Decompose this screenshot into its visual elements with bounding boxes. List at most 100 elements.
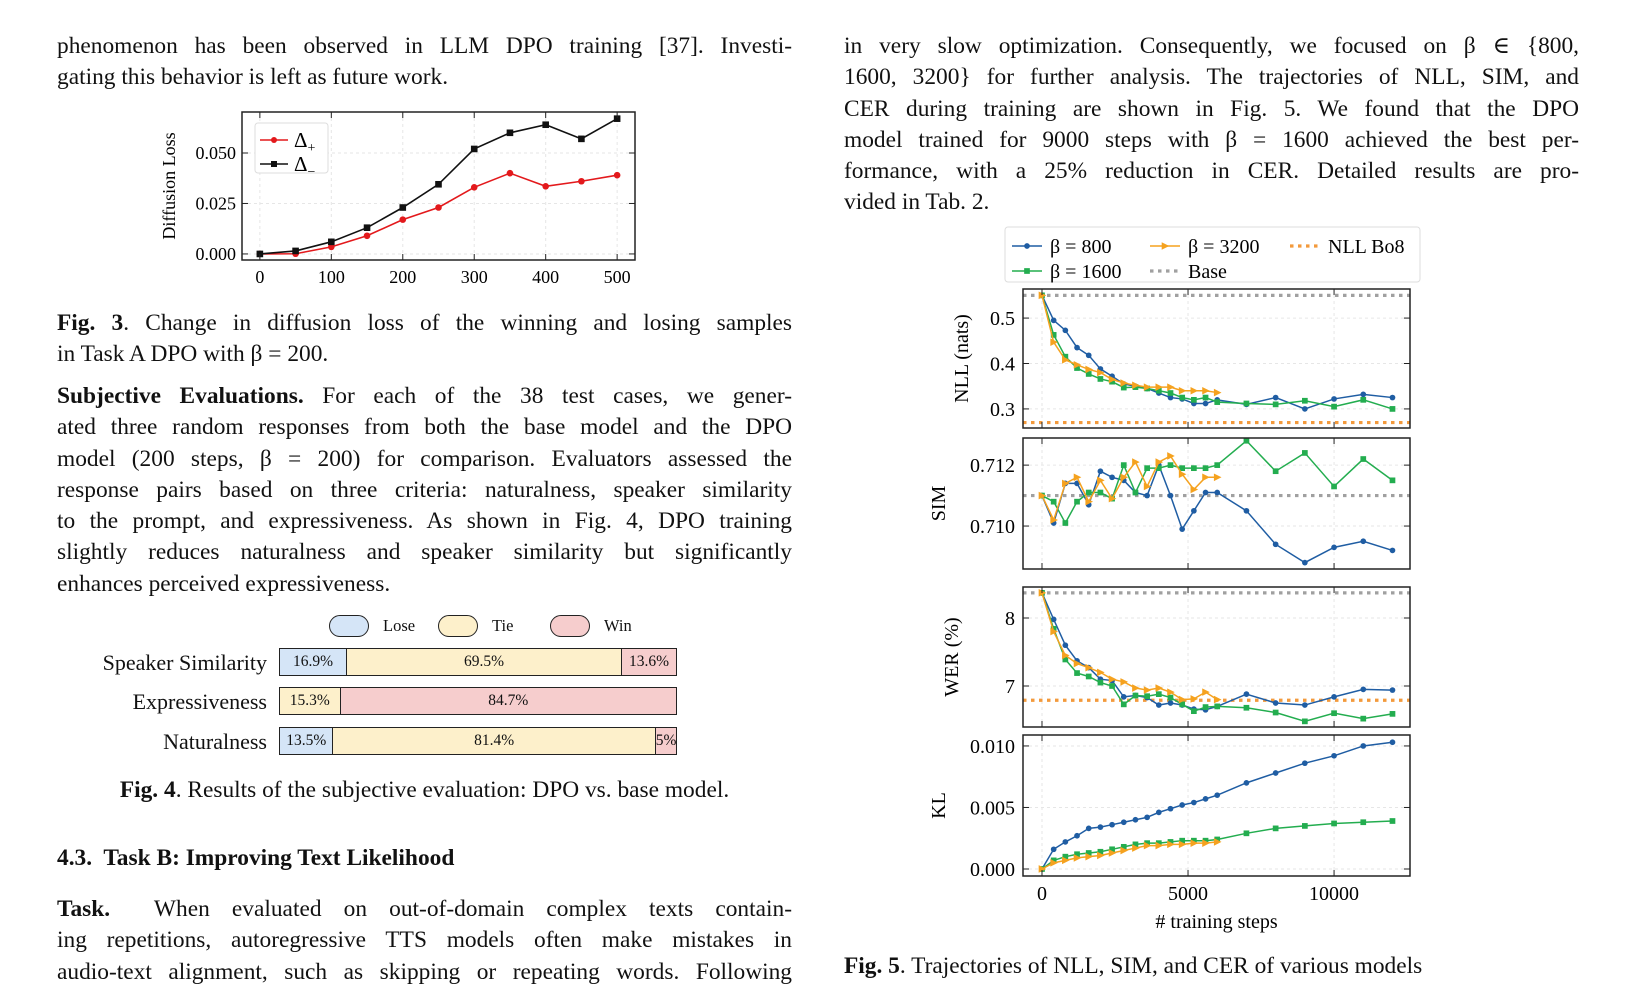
- legend-symbol: Δ: [294, 128, 308, 152]
- fig5-panel-kl-data-point: [1085, 850, 1092, 856]
- fig5-panel-kl-data-point: [1389, 818, 1396, 824]
- fig5-panel-wer-y-tick-label: 7: [1005, 676, 1015, 698]
- fig5-panel-sim-data-point: [1074, 498, 1080, 505]
- fig5-panel-wer-data-point: [1190, 695, 1199, 703]
- fig5-panel-kl-data-point: [1143, 841, 1152, 850]
- fig5-panel-sim-data-point: [1331, 544, 1337, 551]
- fig5-panel-wer-data-point: [1132, 684, 1140, 692]
- fig3-x-tick-label: 100: [318, 267, 345, 287]
- fig3-data-point: [578, 135, 585, 143]
- fig5-panel-wer-data-point: [1050, 626, 1057, 632]
- fig3-data-point: [506, 169, 514, 177]
- fig4-stacked-bar: 15.3% 84.7%: [279, 687, 677, 715]
- fig5-panel-sim-data-point: [1167, 492, 1174, 499]
- figure-charts: 0 100 200 300 400 500 0.000 0.025 0.050 Diffusion…: [159, 111, 1421, 933]
- fig4-bar-row: Naturalness 13.5% 81.4% 5%: [0, 727, 677, 757]
- fig5-panel-sim-data-point: [1389, 547, 1396, 554]
- fig5-panel-sim-series-line-b3200: [1041, 454, 1218, 522]
- fig5-panel-nll-data-point: [1202, 394, 1209, 401]
- fig5-panel-nll-data-point: [1074, 344, 1080, 351]
- fig4-legend-label: Lose: [383, 616, 416, 635]
- fig5-panel-nll-data-point: [1097, 376, 1104, 382]
- fig5-panel-kl-frame: [1022, 734, 1411, 877]
- fig5-panel-sim-data-point: [1302, 450, 1308, 456]
- fig4-caption-label: Fig. 4: [119, 777, 176, 803]
- fig5-panel-wer-data-point: [1178, 695, 1187, 704]
- intro-paragraph: phenomenon has been observed in LLM DPO …: [57, 31, 792, 94]
- fig5-panel-nll-data-point: [1389, 394, 1396, 401]
- fig5-panel-kl-data-point: [1202, 837, 1209, 844]
- fig5-panel-kl-data-point: [1331, 752, 1337, 759]
- text-line: in very slow optimization. Consequently,…: [844, 33, 1579, 59]
- fig4-bar-segment-tie: 69.5%: [346, 649, 623, 675]
- fig4-legend-swatch: [438, 615, 478, 637]
- fig5-panel-wer-data-point: [1272, 700, 1279, 706]
- fig3-data-point: [399, 204, 407, 211]
- fig5-panel-nll-data-point: [1085, 371, 1092, 377]
- text-line: ing repetitions, autoregressive TTS mode…: [57, 927, 792, 954]
- fig5-panel-nll-data-point: [1331, 403, 1337, 410]
- fig5-panel-sim-data-point: [1191, 465, 1197, 472]
- text-line: enhances perceived expressiveness.: [57, 570, 391, 597]
- fig3-x-tick-label: 300: [461, 267, 488, 287]
- fig5-panel-sim-data-point: [1179, 465, 1186, 472]
- fig3-legend-label: Δ−: [294, 152, 316, 180]
- fig3-y-tick-label: 0.025: [196, 193, 237, 213]
- fig3-x-tick-label: 0: [255, 267, 264, 287]
- text-line: gating this behavior is left as future w…: [57, 64, 449, 91]
- fig5-legend-marker: [1024, 268, 1030, 274]
- fig5-panel-nll-y-tick-label: 0.3: [990, 399, 1015, 421]
- fig5-panel-nll-frame: [1022, 288, 1411, 429]
- fig3-data-point: [470, 184, 478, 191]
- fig5-panel-wer-frame: [1022, 586, 1411, 728]
- fig5-panel-wer-data-point: [1213, 695, 1222, 704]
- fig5-panel-wer-data-point: [1085, 663, 1093, 672]
- fig5-legend-label: NLL Bo8: [1328, 236, 1404, 258]
- fig5-panel-kl-data-point: [1331, 820, 1337, 827]
- fig5-panel-sim-data-point: [1062, 520, 1069, 526]
- fig5-panel-sim-data-point: [1190, 485, 1199, 494]
- fig5-panel-nll-data-point: [1062, 356, 1070, 364]
- fig3-caption-text: . Change in diffusion loss of the winnin…: [123, 310, 793, 336]
- fig5-legend-label: β = 3200: [1188, 236, 1259, 258]
- fig5-panel-sim-data-point: [1272, 468, 1279, 475]
- fig3-data-point: [578, 177, 585, 185]
- fig5-panel-kl-data-point: [1214, 836, 1221, 843]
- fig5-panel-nll-data-point: [1191, 396, 1197, 403]
- fig5-panel-wer-data-point: [1144, 693, 1150, 700]
- fig5-panel-kl-series-line-b1600: [1041, 820, 1393, 870]
- fig5-panel-kl-data-point: [1167, 805, 1174, 812]
- fig5-panel-sim-data-point: [1132, 458, 1140, 466]
- fig5-panel-sim-data-point: [1302, 559, 1308, 566]
- fig5-panel-sim-data-point: [1213, 473, 1222, 482]
- fig5-panel-wer-y-axis-label: WER (%): [941, 617, 963, 696]
- fig5-panel-nll-data-point: [1331, 396, 1337, 402]
- fig5-panel-nll-series-line-b3200: [1041, 295, 1218, 394]
- fig5-panel-sim-data-point: [1085, 489, 1092, 496]
- fig5-panel-sim-data-point: [1038, 491, 1047, 500]
- fig5-panel-nll-data-point: [1038, 291, 1047, 300]
- fig4-bar-segment-lose: 13.5%: [280, 728, 334, 754]
- fig5-panel-nll-data-point: [1360, 396, 1367, 403]
- fig3-caption-label: Fig. 3: [57, 310, 124, 336]
- fig5-panel-kl-y-tick-label: 0.010: [970, 736, 1015, 758]
- fig5-panel-wer-data-point: [1360, 686, 1367, 693]
- fig3-legend-label: Δ+: [294, 128, 316, 156]
- fig3-data-point: [363, 224, 371, 231]
- fig5-panel-wer-data-point: [1120, 694, 1127, 700]
- text-line: 1600, 3200} for further analysis. The tr…: [844, 64, 1579, 91]
- fig5-panel-wer-data-point: [1155, 691, 1162, 698]
- section-heading: 4.3. Task B: Improving Text Likelihood: [57, 845, 455, 871]
- fig5-panel-kl-y-tick-label: 0.005: [970, 797, 1015, 819]
- fig3-data-point: [542, 121, 549, 129]
- fig5-panel-kl-data-point: [1062, 839, 1069, 845]
- fig5-panel-wer-data-point: [1085, 673, 1092, 680]
- fig5-panel-sim-data-point: [1178, 470, 1187, 479]
- fig4-caption: Fig. 4. Results of the subjective evalua…: [57, 775, 792, 806]
- fig5-panel-sim-data-point: [1191, 507, 1197, 514]
- fig5-panel-nll-data-point: [1143, 383, 1152, 391]
- fig5-panel-nll-data-point: [1062, 353, 1069, 360]
- fig5-panel-wer-data-point: [1120, 678, 1129, 686]
- fig5-panel-kl-data-point: [1389, 739, 1396, 746]
- fig5-panel-kl-data-point: [1243, 780, 1250, 786]
